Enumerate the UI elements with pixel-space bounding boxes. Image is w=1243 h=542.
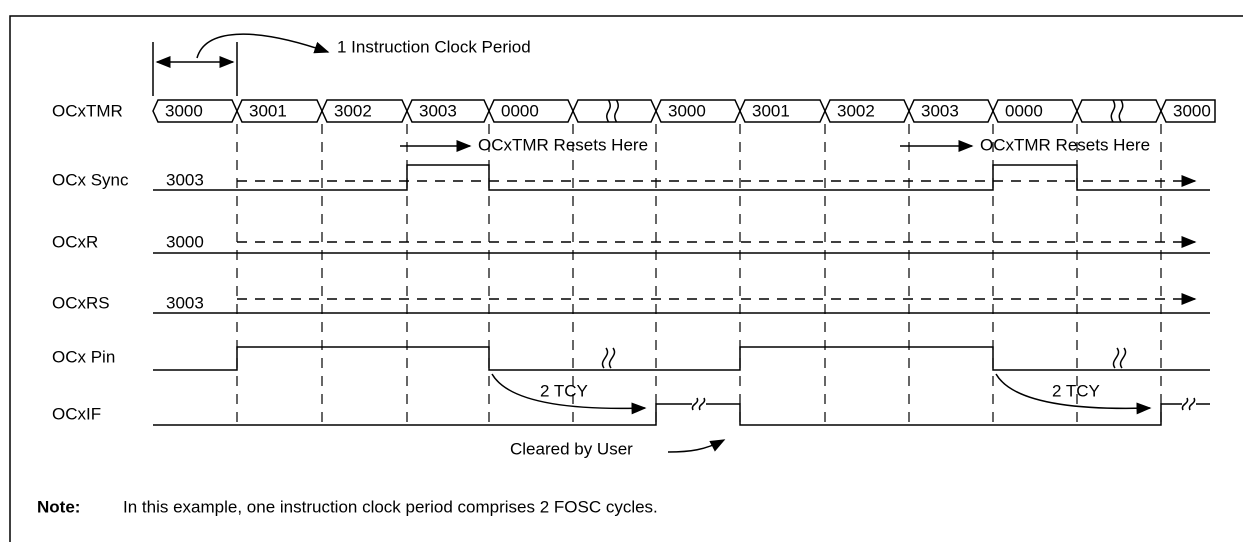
label-bg <box>1182 398 1196 410</box>
register-value: 3003 <box>166 293 204 312</box>
break-mark <box>601 347 616 369</box>
tmr-value: 0000 <box>501 101 539 120</box>
tmr-value: 3003 <box>419 101 457 120</box>
signal-label: OCx Pin <box>52 347 115 366</box>
break-mark <box>606 99 619 123</box>
register-value: 3003 <box>166 170 204 189</box>
note-text: In this example, one instruction clock p… <box>123 497 658 516</box>
tmr-value: 3000 <box>668 101 706 120</box>
pin-waveform <box>153 346 1210 371</box>
break-mark <box>691 397 706 411</box>
register-value: 3000 <box>166 232 204 251</box>
cleared-arrow <box>667 439 726 453</box>
frame <box>9 15 1243 542</box>
tmr-value: 3003 <box>921 101 959 120</box>
label-bg <box>692 398 706 410</box>
tmr-value: 3002 <box>334 101 372 120</box>
signal-label: OCxIF <box>52 404 101 423</box>
reset-label: OCxTMR Resets Here <box>980 135 1150 154</box>
signal-label: OCxTMR <box>52 101 123 120</box>
tmr-value: 3001 <box>752 101 790 120</box>
label-bg <box>158 233 230 251</box>
break-mark <box>1112 347 1127 369</box>
note-label: Note: <box>37 497 80 516</box>
signal-label: OCx Sync <box>52 170 129 189</box>
break-mark <box>1110 99 1124 123</box>
tmr-value: 3002 <box>837 101 875 120</box>
signal-label: OCxRS <box>52 293 110 312</box>
break-mark <box>1181 397 1196 411</box>
if-waveform <box>153 403 1210 426</box>
delay-label: 2 TCY <box>540 381 588 400</box>
tmr-value: 0000 <box>1005 101 1043 120</box>
delay-arrow <box>491 373 647 415</box>
tmr-value: 3000 <box>1173 101 1211 120</box>
period-pointer <box>196 33 330 59</box>
tmr-value: 3001 <box>249 101 287 120</box>
signal-label: OCxR <box>52 232 98 251</box>
delay-label: 2 TCY <box>1052 381 1100 400</box>
reset-label: OCxTMR Resets Here <box>478 135 648 154</box>
tmr-value: 3000 <box>165 101 203 120</box>
period-label: 1 Instruction Clock Period <box>337 37 531 56</box>
bus-segment <box>1160 99 1216 123</box>
cleared-label: Cleared by User <box>510 439 633 458</box>
delay-arrow <box>995 373 1152 415</box>
label-bg <box>158 294 230 312</box>
sync-waveform <box>153 164 1210 191</box>
label-bg <box>158 171 230 189</box>
